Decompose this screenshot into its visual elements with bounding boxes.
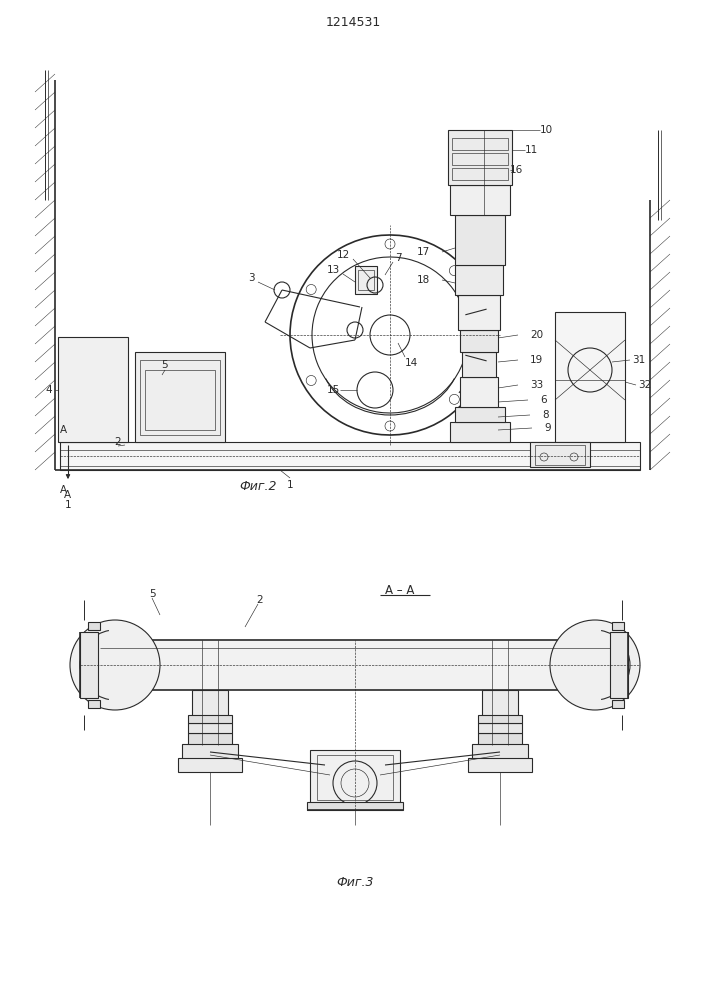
Bar (455, 407, 505, 422)
Bar (472, 744, 528, 760)
Text: 33: 33 (530, 380, 543, 390)
Bar (178, 758, 242, 772)
Bar (452, 153, 508, 165)
Bar (135, 352, 225, 442)
Bar (460, 377, 498, 407)
Text: 5: 5 (162, 360, 168, 370)
Text: 8: 8 (542, 410, 549, 420)
Bar (317, 755, 393, 800)
Text: 11: 11 (525, 145, 538, 155)
Text: 10: 10 (540, 125, 553, 135)
Bar (60, 450, 640, 466)
Text: 5: 5 (148, 589, 156, 599)
Bar (610, 632, 628, 698)
Text: 4: 4 (45, 385, 52, 395)
Bar (478, 723, 522, 733)
Text: Фиг.2: Фиг.2 (239, 480, 276, 492)
Text: 32: 32 (638, 380, 651, 390)
Bar (452, 138, 508, 150)
Bar (188, 723, 232, 733)
Text: 20: 20 (530, 330, 543, 340)
Bar (100, 640, 610, 690)
Bar (455, 215, 505, 265)
Bar (612, 700, 624, 708)
Bar (140, 360, 220, 435)
Text: 3: 3 (248, 273, 255, 283)
Bar (307, 802, 403, 810)
Text: 17: 17 (416, 247, 430, 257)
Bar (60, 442, 640, 470)
Text: 2: 2 (115, 437, 122, 447)
Bar (535, 445, 585, 465)
Bar (355, 266, 377, 294)
Bar (145, 370, 215, 430)
Bar (460, 330, 498, 352)
Text: 2: 2 (257, 595, 263, 605)
Bar (455, 265, 503, 295)
Text: 16: 16 (510, 165, 523, 175)
Text: 12: 12 (337, 250, 350, 260)
Text: 31: 31 (632, 355, 645, 365)
Bar (482, 690, 518, 745)
Circle shape (70, 620, 160, 710)
Bar (188, 733, 232, 745)
Bar (612, 622, 624, 630)
Text: 1: 1 (64, 500, 71, 510)
Text: А – А: А – А (385, 584, 415, 596)
Bar (458, 295, 500, 330)
Text: А: А (59, 425, 66, 435)
Bar (478, 715, 522, 723)
Bar (555, 312, 625, 442)
Bar (452, 168, 508, 180)
Bar (450, 422, 510, 442)
Bar (462, 352, 496, 377)
Bar (450, 185, 510, 215)
Bar (448, 130, 512, 185)
Bar (530, 442, 590, 467)
Text: 13: 13 (327, 265, 340, 275)
Bar (58, 337, 128, 442)
Bar (358, 270, 374, 290)
Bar (468, 758, 532, 772)
Text: 9: 9 (544, 423, 551, 433)
Text: 14: 14 (405, 358, 419, 368)
Text: А: А (59, 485, 66, 495)
Text: 6: 6 (540, 395, 547, 405)
Text: А: А (64, 490, 71, 500)
Bar (192, 690, 228, 745)
Text: 19: 19 (530, 355, 543, 365)
Text: 1: 1 (286, 480, 293, 490)
Bar (182, 744, 238, 760)
Circle shape (550, 620, 640, 710)
Bar (88, 700, 100, 708)
Bar (88, 622, 100, 630)
Bar (188, 715, 232, 723)
Bar (478, 733, 522, 745)
Bar (310, 750, 400, 805)
Text: 18: 18 (416, 275, 430, 285)
Text: Фиг.3: Фиг.3 (337, 876, 374, 888)
Text: 1214531: 1214531 (325, 15, 380, 28)
Text: 7: 7 (395, 253, 402, 263)
Text: 15: 15 (327, 385, 340, 395)
Bar (80, 632, 98, 698)
